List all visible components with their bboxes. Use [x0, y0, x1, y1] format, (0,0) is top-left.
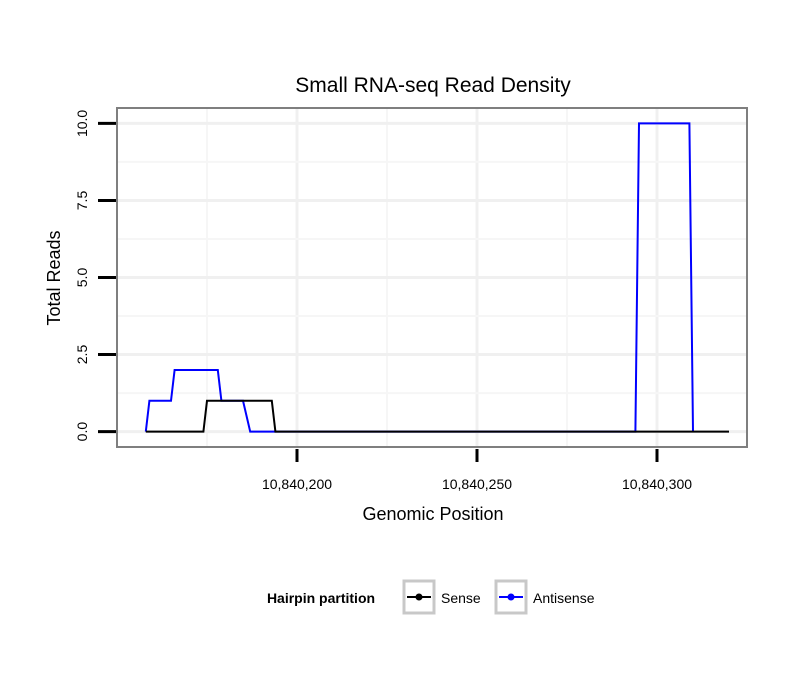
- axes: 10,840,200 10,840,250 10,840,300 0.0 2.5 5.0 7…: [74, 110, 692, 492]
- legend-key-point: [507, 593, 515, 601]
- x-axis-title: Genomic Position: [362, 504, 503, 524]
- y-tick-label: 10.0: [74, 110, 90, 137]
- y-tick-label: 2.5: [74, 345, 90, 365]
- y-tick-label: 0.0: [74, 422, 90, 442]
- y-axis-title: Total Reads: [44, 230, 64, 325]
- legend-label: Sense: [441, 590, 481, 606]
- y-tick-label: 5.0: [74, 268, 90, 288]
- legend-title: Hairpin partition: [267, 590, 375, 606]
- legend-item-sense: Sense: [402, 579, 481, 615]
- legend-item-antisense: Antisense: [494, 579, 595, 615]
- legend-key-point: [415, 593, 423, 601]
- x-tick-label: 10,840,250: [442, 476, 512, 492]
- legend-label: Antisense: [533, 590, 595, 606]
- chart-title: Small RNA-seq Read Density: [295, 74, 571, 97]
- x-tick-label: 10,840,300: [622, 476, 692, 492]
- y-tick-label: 7.5: [74, 191, 90, 211]
- plot-border: [116, 107, 748, 448]
- x-tick-label: 10,840,200: [262, 476, 332, 492]
- series-layer: [144, 122, 729, 433]
- legend-items: Sense Antisense: [402, 579, 595, 615]
- legend: Hairpin partition Sense Antisense: [267, 579, 595, 615]
- series-line-sense: [145, 399, 729, 433]
